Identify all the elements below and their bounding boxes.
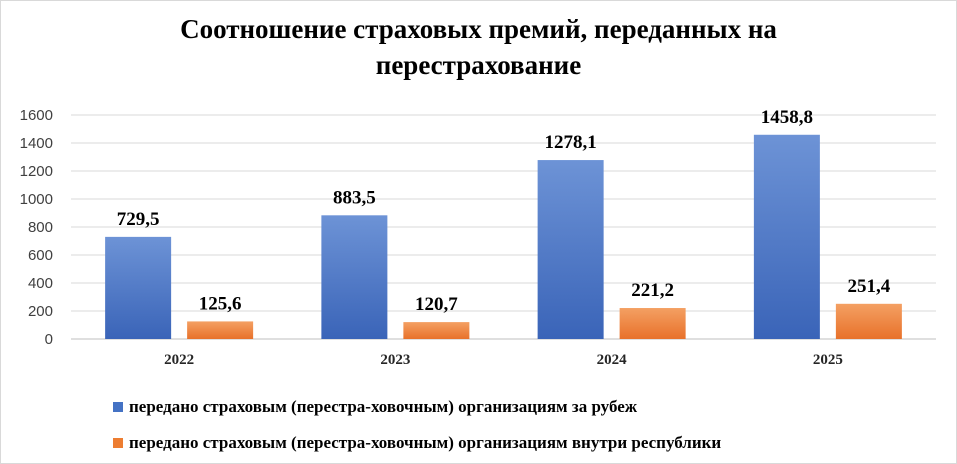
bar-abroad-2023 (321, 215, 388, 339)
chart-title-line-1: Соотношение страховых премий, переданных… (180, 14, 777, 44)
y-axis-ticks: 0 200 400 600 800 1000 1200 1400 1600 (20, 107, 53, 348)
legend: передано страховым (перестра-ховочным) о… (113, 389, 721, 461)
bar-domestic-2023 (403, 322, 470, 339)
bars (105, 134, 902, 339)
data-label-domestic-2024: 221,2 (631, 280, 674, 301)
bar-abroad-2025 (753, 134, 820, 339)
data-label-abroad-2022: 729,5 (117, 209, 160, 230)
chart-title-line-2: перестрахование (375, 50, 582, 80)
bar-domestic-2025 (835, 303, 902, 339)
data-label-abroad-2024: 1278,1 (545, 132, 597, 153)
bar-abroad-2024 (537, 160, 604, 339)
legend-swatch-abroad (113, 402, 123, 412)
data-label-domestic-2025: 251,4 (848, 276, 891, 297)
x-category-label: 2023 (380, 352, 410, 368)
data-labels: 729,5 125,6 883,5 120,7 1278,1 221,2 1458,8 251… (117, 107, 891, 315)
legend-label-abroad: передано страховым (перестра-ховочным) о… (129, 397, 638, 416)
bar-domestic-2024 (619, 308, 686, 339)
x-category-label: 2024 (597, 352, 628, 368)
bar-chart: 0 200 400 600 800 1000 1200 1400 1600 729,5 125,6… (20, 107, 936, 368)
data-label-abroad-2025: 1458,8 (761, 107, 813, 128)
bar-domestic-2022 (187, 321, 254, 339)
data-label-domestic-2023: 120,7 (415, 294, 458, 315)
y-tick-label: 200 (28, 303, 53, 320)
x-category-label: 2025 (813, 352, 843, 368)
chart-title: Соотношение страховых премий, переданных… (1, 11, 956, 83)
x-category-label: 2022 (164, 352, 194, 368)
legend-swatch-domestic (113, 438, 123, 448)
data-label-abroad-2023: 883,5 (333, 187, 376, 208)
data-label-domestic-2022: 125,6 (199, 293, 242, 314)
y-tick-label: 1400 (20, 135, 53, 152)
y-tick-label: 1200 (20, 163, 53, 180)
y-tick-label: 0 (45, 331, 53, 348)
legend-label-domestic: передано страховым (перестра-ховочным) о… (129, 433, 722, 452)
y-tick-label: 1000 (20, 191, 53, 208)
x-axis-categories: 2022 2023 2024 2025 (164, 352, 843, 368)
y-tick-label: 800 (28, 219, 53, 236)
y-tick-label: 400 (28, 275, 53, 292)
bar-abroad-2022 (105, 236, 172, 339)
y-tick-label: 1600 (20, 107, 53, 124)
legend-item-domestic: передано страховым (перестра-ховочным) о… (113, 425, 721, 461)
legend-item-abroad: передано страховым (перестра-ховочным) о… (113, 389, 721, 425)
y-tick-label: 600 (28, 247, 53, 264)
